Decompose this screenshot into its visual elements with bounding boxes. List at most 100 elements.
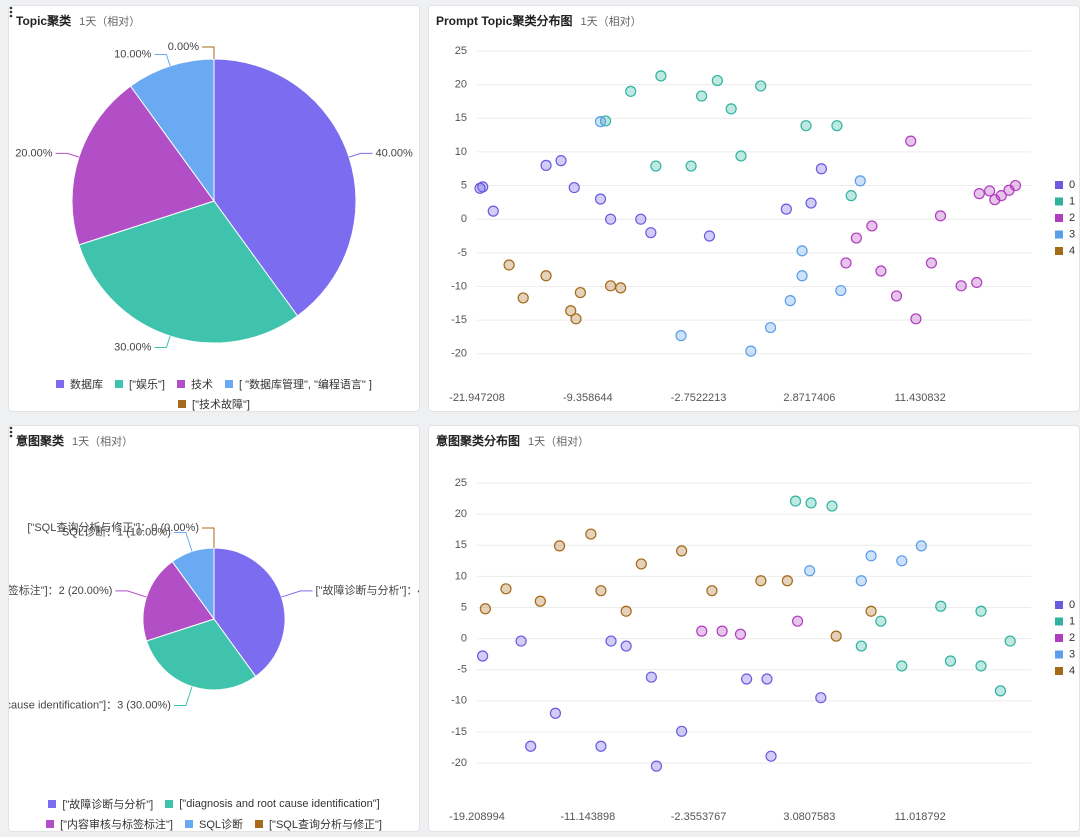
legend-label: 4 — [1069, 245, 1075, 257]
scatter-point — [706, 585, 718, 597]
x-tick-label: 3.0807583 — [783, 811, 835, 823]
scatter-point — [855, 640, 867, 652]
scatter-point — [835, 284, 847, 297]
scatter-point — [540, 270, 552, 282]
scatter-point — [645, 671, 657, 683]
menu-button[interactable] — [9, 426, 13, 438]
scatter-point — [676, 725, 688, 737]
scatter-point — [915, 540, 927, 552]
legend-label: 4 — [1069, 665, 1075, 677]
scatter-point — [791, 615, 804, 627]
legend-swatch — [184, 820, 193, 828]
scatter-point — [716, 625, 728, 637]
leader-line — [348, 152, 373, 158]
scatter-point — [477, 650, 489, 662]
scatter-point — [994, 685, 1007, 697]
scatter-point — [500, 583, 512, 595]
pie-slice — [142, 560, 215, 642]
scatter-point — [975, 605, 987, 617]
scatter-point — [605, 635, 617, 647]
x-tick-label: 11.018792 — [895, 811, 946, 823]
panel-header: 意图聚类 1天（相对） — [16, 432, 133, 449]
panel-subtitle: 1天（相对） — [79, 16, 141, 28]
scatter-point — [534, 595, 546, 607]
scatter-point — [973, 188, 985, 200]
scatter-point — [515, 635, 527, 647]
scatter-point — [755, 575, 767, 587]
leader-line — [115, 590, 147, 598]
x-tick-label: -11.143898 — [560, 811, 615, 823]
scatter-point — [905, 135, 917, 147]
legend-swatch — [1055, 617, 1063, 626]
scatter-point — [784, 295, 796, 307]
legend-swatch — [1055, 230, 1063, 239]
scatter-point — [477, 181, 489, 193]
chart: ["故障诊断与分析"]：4 (40.00%) ["diagnosis and ro… — [9, 520, 420, 712]
scatter-point — [570, 313, 582, 325]
scatter-point — [594, 193, 607, 205]
legend-label: ["diagnosis and root cause identificatio… — [179, 798, 380, 810]
scatter-point — [549, 707, 562, 719]
y-tick-label: -20 — [451, 348, 467, 360]
scatter-point — [944, 655, 957, 667]
y-tick-label: 20 — [455, 508, 467, 520]
panel-subtitle: 1天（相对） — [528, 436, 590, 448]
scatter-point — [804, 565, 816, 577]
scatter-point — [620, 640, 632, 652]
leader-line — [202, 527, 215, 548]
scatter-point — [764, 321, 777, 334]
panel: Prompt Topic聚类分布图 1天（相对） -20 -15 -10 -5 0 5 10 1… — [428, 5, 1080, 412]
scatter-point — [840, 257, 852, 269]
data-label: 30.00% — [114, 341, 152, 353]
scatter-point — [831, 120, 843, 132]
pie-slice — [213, 547, 286, 678]
leader-line — [281, 590, 313, 598]
y-tick-label: 0 — [461, 633, 467, 645]
scatter-point — [615, 282, 627, 294]
legend-swatch — [176, 380, 185, 388]
scatter-point — [875, 615, 887, 627]
legend-item: [ "数据库管理", "编程语言" ] — [224, 376, 372, 392]
scatter-point — [650, 160, 662, 172]
scatter-point — [755, 80, 767, 92]
legend-item: ["内容审核与标签标注"] — [46, 816, 173, 831]
scatter-point — [525, 740, 537, 752]
panel: 意图聚类 1天（相对） ["故障诊断与分析"]：4 (40.00%) ["diagn… — [8, 425, 420, 832]
scatter-point — [745, 345, 757, 357]
scatter-point — [815, 692, 827, 704]
legend-label: 3 — [1069, 228, 1075, 240]
legend-swatch — [1055, 601, 1063, 609]
leader-line — [154, 54, 171, 67]
scatter-point — [815, 163, 828, 175]
legend-item: ["diagnosis and root cause identificatio… — [165, 796, 380, 812]
scatter-point — [695, 90, 708, 102]
scatter-point — [725, 103, 737, 115]
scatter-point — [1003, 184, 1015, 196]
y-tick-label: 25 — [455, 477, 467, 489]
data-label: ["故障诊断与分析"]：4 (40.00%) — [316, 583, 420, 597]
panel-subtitle: 1天（相对） — [580, 16, 642, 28]
scatter-point — [934, 210, 947, 222]
legend-item: SQL诊断 — [184, 816, 243, 831]
x-tick-label: -19.208994 — [449, 811, 505, 823]
legend-swatch — [255, 820, 263, 828]
legend-item: ["SQL查询分析与修正"] — [255, 816, 382, 831]
legend-label: 数据库 — [70, 379, 104, 391]
data-label: SQL诊断：1 (10.00%) — [62, 524, 171, 538]
legend-item: ["技术故障"] — [178, 396, 250, 411]
pie-slice — [78, 200, 299, 344]
scatter-point — [595, 585, 607, 597]
scatter-point — [925, 257, 938, 269]
x-tick-label: 11.430832 — [895, 392, 946, 404]
data-label: 40.00% — [375, 147, 413, 159]
scatter-point — [800, 120, 812, 132]
data-label: ["SQL查询分析与修正"]：0 (0.00%) — [27, 520, 199, 534]
legend-label: ["故障诊断与分析"] — [62, 799, 154, 811]
scatter-point — [734, 628, 747, 640]
menu-button[interactable] — [9, 6, 13, 18]
scatter-point — [761, 673, 773, 685]
scatter-point — [765, 750, 777, 762]
